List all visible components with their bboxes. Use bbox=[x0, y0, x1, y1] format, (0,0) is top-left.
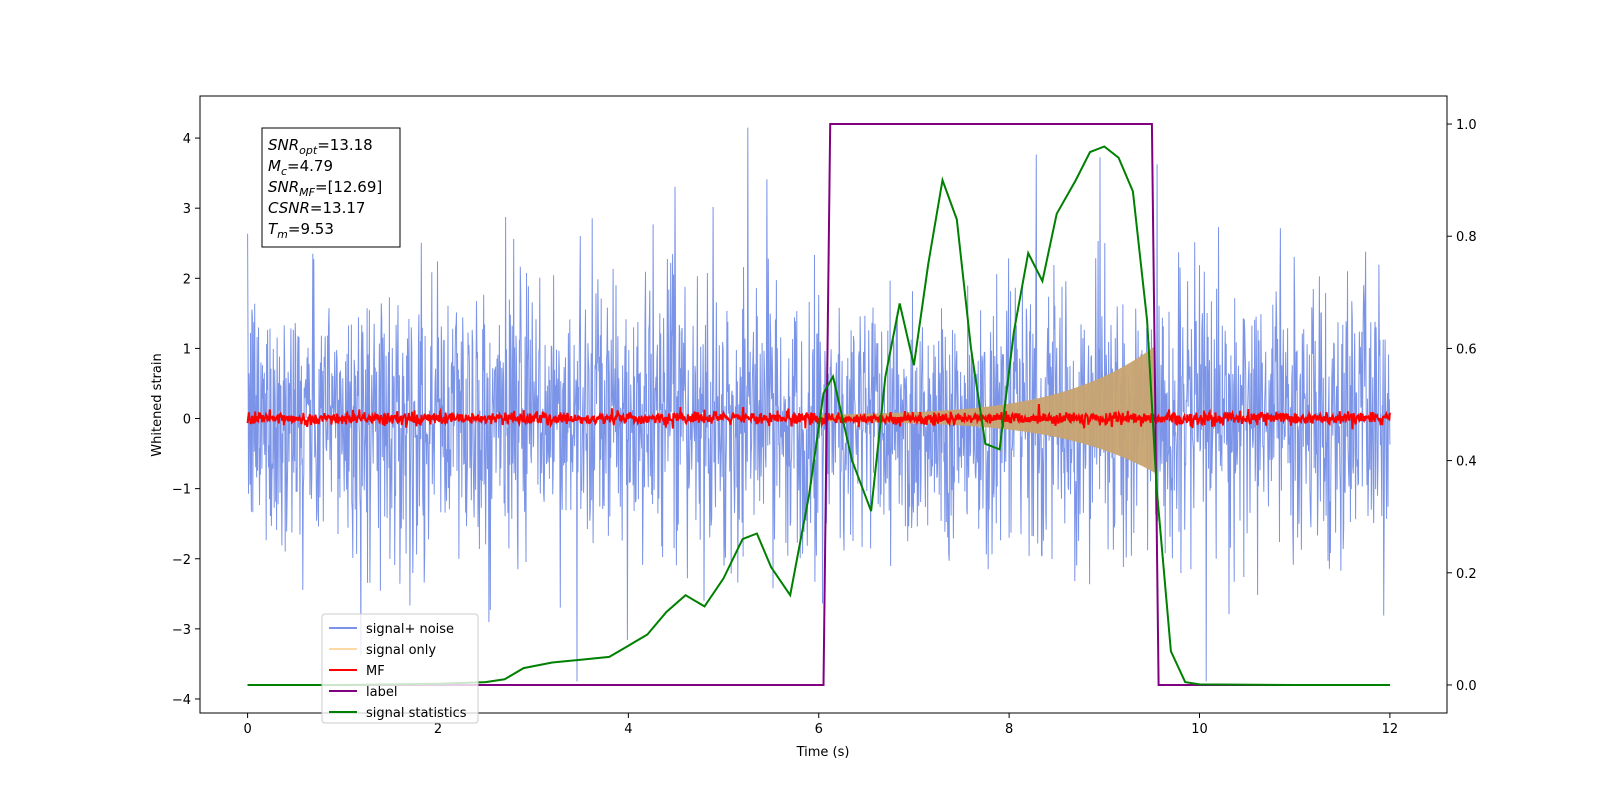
info-line: CSNR=13.17 bbox=[268, 199, 365, 217]
plot-area bbox=[246, 123, 1391, 686]
info-line: SNRMF=[12.69] bbox=[268, 178, 382, 199]
x-tick-label: 4 bbox=[624, 722, 632, 737]
y2-tick-label: 0.2 bbox=[1456, 567, 1477, 582]
x-tick-label: 10 bbox=[1191, 722, 1208, 737]
y2-tick-label: 0.8 bbox=[1456, 230, 1477, 245]
y-tick-label: 4 bbox=[183, 132, 191, 147]
legend-label: signal statistics bbox=[366, 706, 467, 721]
legend-label: label bbox=[366, 685, 397, 700]
info-line: Tm=9.53 bbox=[268, 220, 334, 241]
x-tick-label: 0 bbox=[243, 722, 251, 737]
series-mf bbox=[246, 403, 1391, 430]
y-axis-label: Whitened strain bbox=[150, 353, 165, 456]
y-tick-label: 0 bbox=[183, 413, 191, 428]
legend-label: signal+ noise bbox=[366, 622, 454, 637]
y2-tick-label: 0.0 bbox=[1456, 679, 1477, 694]
series-signal-noise bbox=[247, 127, 1391, 682]
y2-tick-label: 0.6 bbox=[1456, 342, 1477, 357]
x-tick-label: 2 bbox=[434, 722, 442, 737]
plot-frame bbox=[199, 95, 1448, 714]
x-tick-label: 12 bbox=[1382, 722, 1399, 737]
legend-frame bbox=[321, 613, 479, 724]
x-tick-label: 6 bbox=[815, 722, 823, 737]
legend-label: MF bbox=[366, 664, 385, 679]
y2-tick-label: 0.4 bbox=[1456, 455, 1477, 470]
y-tick-label: −2 bbox=[172, 553, 191, 568]
y-tick-label: 2 bbox=[183, 272, 191, 287]
y-tick-label: −3 bbox=[172, 623, 191, 638]
series-signal-statistics bbox=[247, 145, 1390, 686]
y-tick-label: −1 bbox=[172, 483, 191, 498]
series-signal-only bbox=[818, 346, 1155, 473]
y2-tick-label: 1.0 bbox=[1456, 118, 1477, 133]
legend: signal+ noise signal only MF label signal st… bbox=[321, 613, 479, 724]
y-tick-label: −4 bbox=[172, 693, 191, 708]
x-axis-label: Time (s) bbox=[796, 745, 850, 760]
y-tick-label: 1 bbox=[183, 342, 191, 357]
info-box: SNRopt=13.18Mc=4.79SNRMF=[12.69]CSNR=13.… bbox=[261, 127, 401, 248]
y-tick-label: 3 bbox=[183, 202, 191, 217]
x-tick-label: 8 bbox=[1005, 722, 1013, 737]
legend-label: signal only bbox=[366, 643, 436, 658]
info-line: SNRopt=13.18 bbox=[268, 136, 373, 157]
info-line: Mc=4.79 bbox=[268, 157, 333, 178]
info-box-frame bbox=[261, 127, 401, 248]
